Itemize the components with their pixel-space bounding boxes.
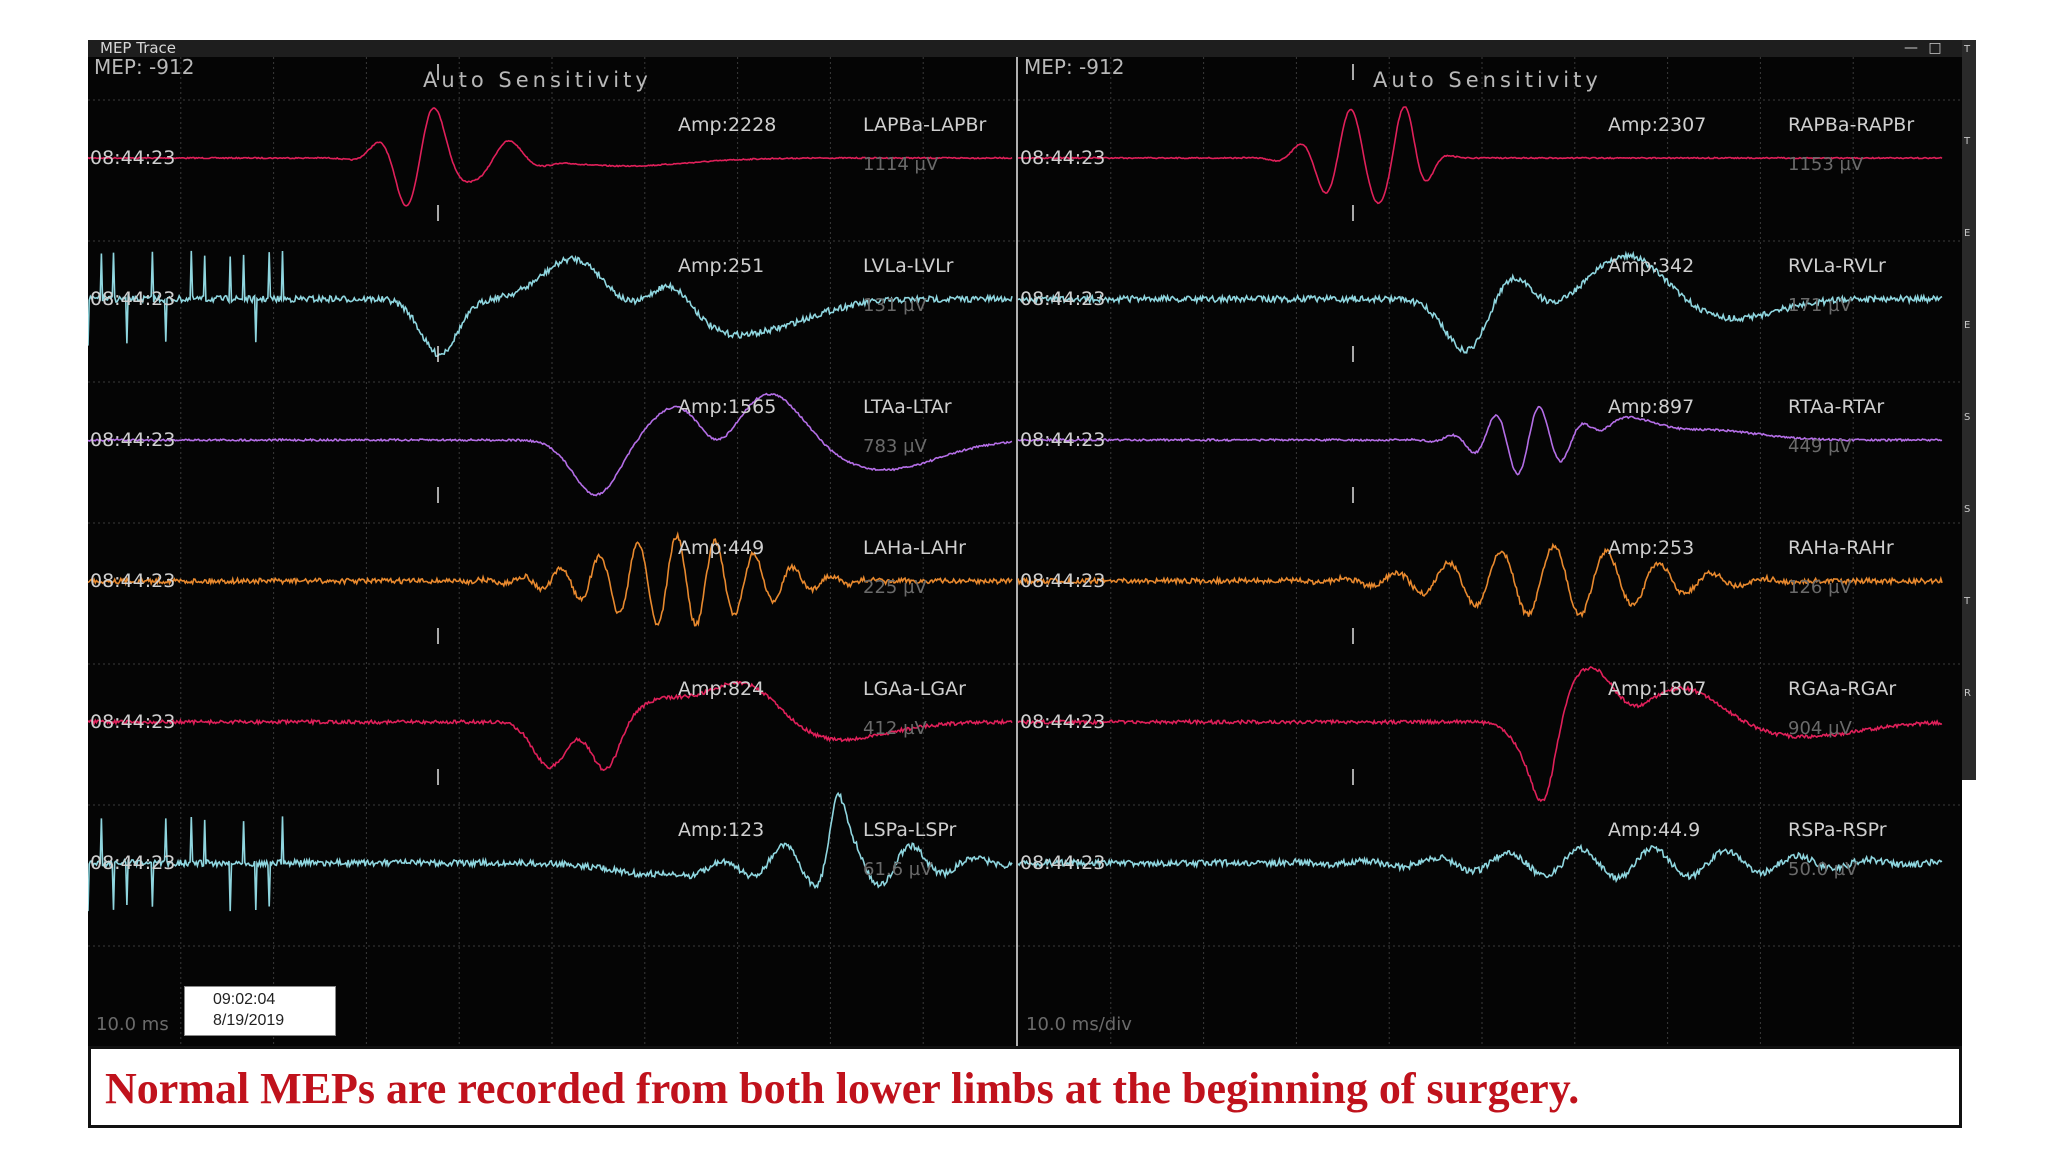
channel-sensitivity: 412 µV bbox=[863, 718, 928, 739]
sensitivity-mode-label: Auto Sensitivity bbox=[423, 68, 652, 92]
channel-sensitivity: 1153 µV bbox=[1788, 154, 1864, 175]
mep-trace-lspa-lspr bbox=[88, 791, 1013, 912]
channel-amplitude: Amp:2307 bbox=[1608, 114, 1706, 136]
channel-amplitude: Amp:342 bbox=[1608, 255, 1694, 277]
title-bar[interactable]: MEP Trace — □ bbox=[88, 40, 1962, 57]
channel-name: LVLa-LVLr bbox=[863, 255, 954, 277]
channel-timestamp: 08:44:23 bbox=[90, 429, 175, 451]
channel-sensitivity: 126 µV bbox=[1788, 577, 1853, 598]
channel-amplitude: Amp:251 bbox=[678, 255, 764, 277]
toolbar-marker[interactable]: E bbox=[1964, 228, 1971, 239]
maximize-icon[interactable]: □ bbox=[1928, 40, 1942, 56]
mep-trace-lgaa-lgar bbox=[88, 680, 1013, 772]
channel-timestamp: 08:44:23 bbox=[90, 570, 175, 592]
channel-sensitivity: 131 µV bbox=[863, 295, 928, 316]
mep-trace-window: MEP Trace — □ MEP: -912 Auto Sensitivity 1… bbox=[88, 40, 1962, 1046]
channel-amplitude: Amp:1565 bbox=[678, 396, 776, 418]
channel-amplitude: Amp:44.9 bbox=[1608, 819, 1700, 841]
caption-box: Normal MEPs are recorded from both lower… bbox=[88, 1046, 1962, 1128]
toolbar-marker[interactable]: S bbox=[1964, 412, 1971, 423]
mep-trace-ltaa-ltar bbox=[88, 392, 1013, 497]
side-toolbar-strip[interactable]: T T E E S S T R bbox=[1962, 40, 1976, 780]
channel-timestamp: 08:44:23 bbox=[90, 852, 175, 874]
channel-sensitivity: 783 µV bbox=[863, 436, 928, 457]
channel-amplitude: Amp:897 bbox=[1608, 396, 1694, 418]
channel-timestamp: 08:44:23 bbox=[90, 711, 175, 733]
toolbar-marker[interactable]: T bbox=[1964, 136, 1971, 147]
mep-trace-rtaa-rtar bbox=[1017, 405, 1943, 476]
grid bbox=[88, 57, 1962, 1046]
channel-sensitivity: 50.0 µV bbox=[1788, 859, 1858, 880]
channel-sensitivity: 1114 µV bbox=[863, 154, 939, 175]
mep-trace-rapba-rapbr bbox=[1017, 106, 1943, 205]
channel-amplitude: Amp:2228 bbox=[678, 114, 776, 136]
mep-value-label: MEP: -912 bbox=[1024, 55, 1124, 79]
channel-timestamp: 08:44:23 bbox=[1020, 570, 1105, 592]
slide-caption: Normal MEPs are recorded from both lower… bbox=[105, 1064, 1580, 1113]
channel-timestamp: 08:44:23 bbox=[90, 147, 175, 169]
channel-name: LAPBa-LAPBr bbox=[863, 114, 987, 136]
toolbar-marker[interactable]: R bbox=[1964, 688, 1971, 699]
channel-sensitivity: 449 µV bbox=[1788, 436, 1853, 457]
channel-name: RVLa-RVLr bbox=[1788, 255, 1886, 277]
mep-trace-rspa-rspr bbox=[1017, 843, 1943, 884]
channel-sensitivity: 61.6 µV bbox=[863, 859, 933, 880]
channel-timestamp: 08:44:23 bbox=[1020, 288, 1105, 310]
mep-value-label: MEP: -912 bbox=[94, 55, 194, 79]
channel-name: LGAa-LGAr bbox=[863, 678, 966, 700]
channel-amplitude: Amp:1807 bbox=[1608, 678, 1706, 700]
time-base-label: 10.0 ms/div bbox=[1026, 1014, 1132, 1035]
channel-name: RTAa-RTAr bbox=[1788, 396, 1884, 418]
timestamp-tooltip: 09:02:04 8/19/2019 bbox=[184, 986, 336, 1036]
channel-timestamp: 08:44:23 bbox=[90, 288, 175, 310]
channel-sensitivity: 904 µV bbox=[1788, 718, 1853, 739]
toolbar-marker[interactable]: T bbox=[1964, 596, 1971, 607]
channel-amplitude: Amp:123 bbox=[678, 819, 764, 841]
sensitivity-mode-label: Auto Sensitivity bbox=[1373, 68, 1602, 92]
timestamp-date: 8/19/2019 bbox=[213, 1012, 285, 1029]
channel-amplitude: Amp:449 bbox=[678, 537, 764, 559]
channel-timestamp: 08:44:23 bbox=[1020, 147, 1105, 169]
minimize-icon[interactable]: — bbox=[1904, 40, 1918, 56]
channel-timestamp: 08:44:23 bbox=[1020, 429, 1105, 451]
mep-trace-rvla-rvlr bbox=[1017, 250, 1943, 354]
toolbar-marker[interactable]: S bbox=[1964, 504, 1971, 515]
toolbar-marker[interactable]: E bbox=[1964, 320, 1971, 331]
channel-name: LAHa-LAHr bbox=[863, 537, 966, 559]
mep-trace-lapba-lapbr bbox=[88, 107, 1013, 207]
channel-timestamp: 08:44:23 bbox=[1020, 852, 1105, 874]
window-title: MEP Trace bbox=[100, 40, 177, 57]
channel-sensitivity: 225 µV bbox=[863, 577, 928, 598]
channel-name: RAHa-RAHr bbox=[1788, 537, 1894, 559]
trace-display: MEP: -912 Auto Sensitivity 10.0 ms 08:44:23… bbox=[88, 55, 1962, 1046]
channel-timestamp: 08:44:23 bbox=[1020, 711, 1105, 733]
mep-trace-lvla-lvlr bbox=[88, 250, 1013, 358]
channel-name: LTAa-LTAr bbox=[863, 396, 952, 418]
mep-trace-laha-lahr bbox=[88, 531, 1013, 627]
mep-trace-rgaa-rgar bbox=[1017, 665, 1943, 803]
channel-name: RSPa-RSPr bbox=[1788, 819, 1887, 841]
timestamp-time: 09:02:04 bbox=[213, 991, 276, 1008]
channel-name: LSPa-LSPr bbox=[863, 819, 957, 841]
channel-name: RAPBa-RAPBr bbox=[1788, 114, 1914, 136]
channel-amplitude: Amp:824 bbox=[678, 678, 764, 700]
mep-trace-raha-rahr bbox=[1017, 542, 1943, 619]
time-base-label: 10.0 ms bbox=[96, 1014, 169, 1035]
channel-name: RGAa-RGAr bbox=[1788, 678, 1896, 700]
channel-amplitude: Amp:253 bbox=[1608, 537, 1694, 559]
toolbar-marker[interactable]: T bbox=[1964, 44, 1971, 55]
channel-sensitivity: 171 µV bbox=[1788, 295, 1853, 316]
